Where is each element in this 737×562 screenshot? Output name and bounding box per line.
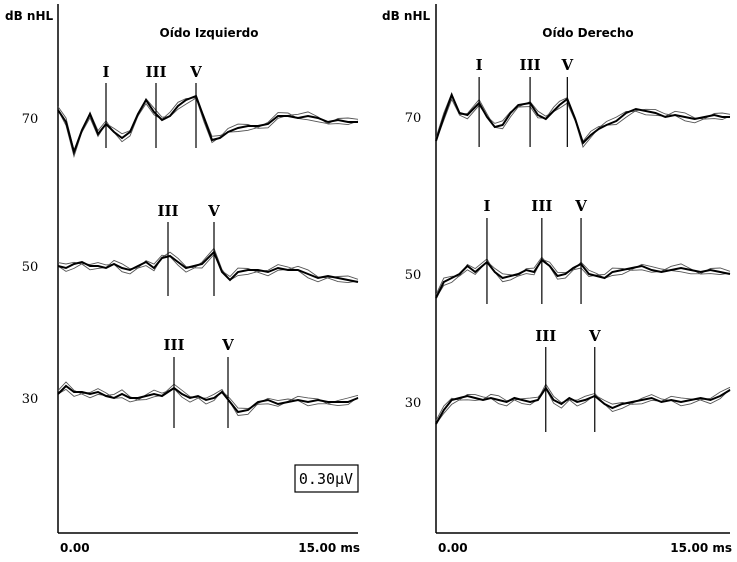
intensity-level-label: 70 — [22, 112, 39, 127]
panel-title: Oído Izquierdo — [160, 26, 259, 40]
peak-label: III — [531, 197, 552, 215]
waveform-trace — [435, 386, 731, 425]
calibration-box — [294, 464, 359, 493]
y-axis-label: dB nHL — [5, 9, 54, 23]
x-tick-label: 15.00 ms — [298, 541, 360, 555]
peak-label: V — [207, 202, 220, 220]
intensity-level-label: 70 — [405, 111, 422, 126]
x-tick-label: 0.00 — [438, 541, 468, 555]
waveform-trace — [57, 384, 359, 414]
peak-label: III — [163, 336, 184, 354]
intensity-level-label: 30 — [405, 396, 422, 411]
peak-label: I — [476, 56, 483, 74]
intensity-level-label: 50 — [405, 268, 422, 283]
intensity-level-label: 30 — [22, 392, 39, 407]
calibration-label: 0.30µV — [299, 470, 353, 488]
waveform-trace — [435, 92, 730, 145]
x-tick-label: 15.00 ms — [670, 541, 732, 555]
x-tick-label: 0.00 — [60, 541, 90, 555]
peak-label: V — [189, 63, 202, 81]
peak-label: V — [574, 197, 587, 215]
peak-label: V — [560, 56, 573, 74]
intensity-level-label: 50 — [22, 260, 39, 275]
y-axis-label: dB nHL — [382, 9, 431, 23]
peak-label: I — [483, 197, 490, 215]
peak-label: III — [535, 327, 556, 345]
waveform-trace — [57, 250, 359, 283]
waveform-trace — [435, 258, 731, 299]
peak-label: I — [102, 63, 109, 81]
peak-label: V — [588, 327, 601, 345]
peak-label: V — [221, 336, 234, 354]
peak-label: III — [157, 202, 178, 220]
peak-label: III — [520, 56, 541, 74]
peak-label: III — [145, 63, 166, 81]
panel-title: Oído Derecho — [542, 26, 633, 40]
